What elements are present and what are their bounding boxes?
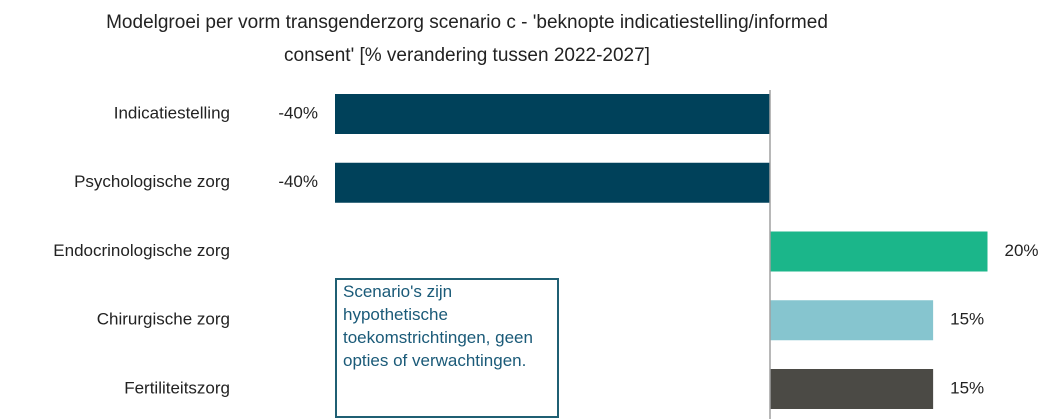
annotation: Scenario's zijn hypothetische toekomstri… <box>335 278 559 418</box>
category-label: Psychologische zorg <box>74 172 230 191</box>
bar <box>770 231 988 272</box>
value-label: 15% <box>950 378 984 397</box>
bar <box>335 162 770 203</box>
bar <box>770 300 934 341</box>
value-label: 20% <box>1005 241 1039 260</box>
category-label: Chirurgische zorg <box>97 310 230 329</box>
category-label: Endocrinologische zorg <box>53 241 230 260</box>
value-label: 15% <box>950 310 984 329</box>
category-label: Fertiliteitszorg <box>124 378 230 397</box>
bar <box>770 369 934 409</box>
value-label: -40% <box>278 103 318 122</box>
value-label: -40% <box>278 172 318 191</box>
chart-title: Modelgroei per vorm transgenderzorg scen… <box>106 12 828 66</box>
bar <box>335 94 770 134</box>
category-label: Indicatiestelling <box>114 103 230 122</box>
